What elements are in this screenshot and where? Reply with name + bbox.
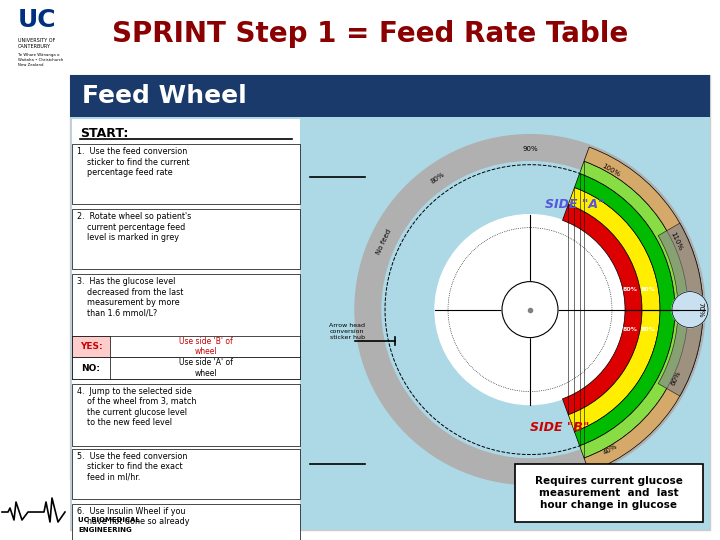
Text: 1.  Use the feed conversion
    sticker to find the current
    percentage feed : 1. Use the feed conversion sticker to fi… [77, 147, 189, 177]
Text: Arrow head
conversion
sticker hub: Arrow head conversion sticker hub [329, 323, 365, 340]
Wedge shape [658, 223, 703, 396]
Circle shape [382, 161, 678, 457]
Bar [72, 357, 300, 379]
Text: START:: START: [80, 127, 128, 140]
Circle shape [672, 292, 708, 328]
Wedge shape [580, 161, 688, 458]
Text: Use side 'A' of
wheel: Use side 'A' of wheel [179, 359, 233, 378]
Text: NO:: NO: [81, 363, 101, 373]
Text: 40%: 40% [603, 442, 618, 455]
Bar [515, 464, 703, 522]
Text: 100%: 100% [600, 163, 621, 178]
Text: 80%: 80% [430, 171, 446, 185]
Circle shape [355, 134, 705, 484]
Bar [72, 504, 300, 540]
Text: 110%: 110% [669, 231, 683, 252]
Bar [72, 144, 300, 204]
Bar [70, 75, 710, 117]
Text: UNIVERSITY OF
CANTERBURY: UNIVERSITY OF CANTERBURY [18, 38, 55, 49]
Text: 80%: 80% [623, 287, 637, 292]
Text: 80%: 80% [641, 327, 655, 332]
Bar [72, 119, 300, 530]
Text: Feed Wheel: Feed Wheel [82, 84, 247, 108]
Wedge shape [568, 187, 660, 431]
Wedge shape [575, 173, 675, 446]
Bar [72, 274, 300, 379]
Text: 60%: 60% [670, 369, 682, 386]
Text: UC: UC [18, 8, 57, 32]
Text: 5.  Use the feed conversion
    sticker to find the exact
    feed in ml/hr.: 5. Use the feed conversion sticker to fi… [77, 452, 187, 482]
Bar [0, 0, 104, 70]
Text: 80%: 80% [641, 287, 655, 292]
Text: 80%: 80% [623, 327, 637, 332]
Text: YES:: YES: [80, 342, 102, 351]
Text: 2.  Rotate wheel so patient's
    current percentage feed
    level is marked in: 2. Rotate wheel so patient's current per… [77, 212, 192, 242]
Text: 6.  Use Insulin Wheel if you
    have not done so already: 6. Use Insulin Wheel if you have not don… [77, 507, 189, 526]
Text: 70%: 70% [697, 302, 703, 318]
Bar [72, 384, 300, 446]
Text: Te Whare Wānanga o
Waitaha • Christchurch
New Zealand: Te Whare Wānanga o Waitaha • Christchurc… [18, 53, 63, 66]
Text: SIDE "B": SIDE "B" [531, 421, 590, 434]
Bar [72, 357, 110, 379]
Bar [72, 336, 300, 357]
Text: 50%: 50% [522, 468, 538, 474]
Text: SIDE "A": SIDE "A" [545, 198, 605, 211]
Bar [0, 480, 70, 540]
Wedge shape [562, 205, 642, 415]
Text: Use side 'B' of
wheel: Use side 'B' of wheel [179, 337, 233, 356]
Text: SPRINT Step 1 = Feed Rate Table: SPRINT Step 1 = Feed Rate Table [112, 19, 628, 48]
Circle shape [502, 282, 558, 338]
Text: ENGINEERING: ENGINEERING [78, 527, 132, 533]
Bar [70, 75, 710, 530]
Text: Requires current glucose
measurement  and  last
hour change in glucose: Requires current glucose measurement and… [535, 476, 683, 510]
Bar [72, 449, 300, 499]
Bar [72, 336, 110, 357]
Circle shape [435, 214, 625, 404]
Wedge shape [584, 147, 703, 472]
Bar [72, 209, 300, 269]
Text: 3.  Has the glucose level
    decreased from the last
    measurement by more
  : 3. Has the glucose level decreased from … [77, 277, 184, 318]
Text: UC BIOMEDICAL: UC BIOMEDICAL [78, 517, 140, 523]
Text: 90%: 90% [522, 146, 538, 152]
Text: No feed: No feed [376, 228, 392, 255]
Text: 4.  Jump to the selected side
    of the wheel from 3, match
    the current glu: 4. Jump to the selected side of the whee… [77, 387, 197, 427]
